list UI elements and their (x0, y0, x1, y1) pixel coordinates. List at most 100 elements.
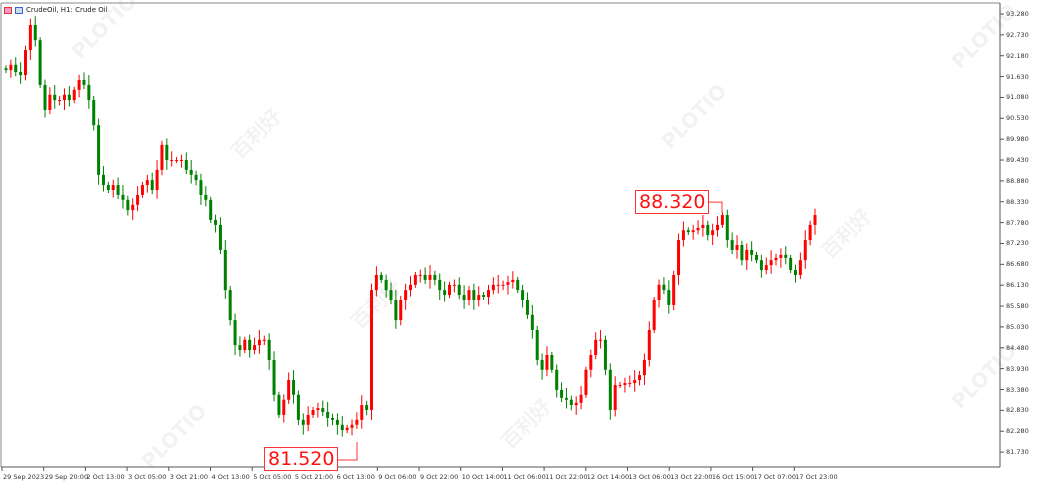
candle (584, 366, 588, 398)
candle (77, 74, 81, 98)
candle (423, 267, 427, 285)
candle-body (389, 290, 393, 300)
candle-body (457, 284, 461, 296)
time-tick-label: 17 Oct 23:00 (795, 473, 838, 481)
candle-body (4, 68, 8, 71)
candle (530, 304, 534, 339)
candle (555, 364, 559, 398)
candle (58, 95, 62, 106)
candle-body (92, 100, 96, 126)
candle-body (716, 224, 720, 231)
candle-body (784, 254, 788, 258)
candle-body (755, 254, 759, 261)
candle-body (28, 24, 32, 51)
watermark-text: PLOTIO (657, 79, 732, 154)
candle-body (370, 290, 374, 410)
candle (755, 251, 759, 264)
low-annotation-leader (332, 442, 358, 461)
candle (165, 138, 169, 170)
time-tick-label: 29 Sep 20:00 (44, 473, 89, 481)
candle (599, 329, 603, 349)
candle (199, 173, 203, 205)
candle-body (43, 84, 47, 110)
candle-body (642, 359, 646, 376)
indicator-icon[interactable] (4, 6, 12, 14)
candle-body (594, 339, 598, 355)
candle-body (316, 408, 320, 410)
candle-body (87, 84, 91, 101)
chart-settings-icon[interactable] (15, 6, 23, 14)
candle-body (613, 384, 617, 410)
candle-body (97, 125, 101, 175)
candle-body (701, 224, 705, 228)
candle-body (282, 399, 286, 415)
candle-body (296, 394, 300, 420)
candle-body (218, 224, 222, 250)
candle (311, 406, 315, 418)
candle (525, 292, 529, 319)
candle-body (711, 230, 715, 236)
candle-body (326, 411, 330, 418)
candle (779, 248, 783, 268)
candle (662, 277, 666, 295)
candle-body (360, 405, 364, 420)
candle-body (233, 320, 237, 346)
candle-body (447, 284, 451, 296)
time-tick-label: 29 Sep 2023 (3, 473, 45, 481)
candle (379, 271, 383, 283)
candle (140, 182, 144, 198)
candle (642, 353, 646, 385)
candle (477, 286, 481, 307)
candle-body (243, 339, 247, 351)
candle-body (681, 230, 685, 241)
candle-body (511, 279, 515, 283)
candle (345, 424, 349, 434)
candle-body (335, 419, 339, 425)
candle (618, 381, 622, 388)
candle (589, 349, 593, 378)
candle (374, 266, 378, 297)
candle (292, 370, 296, 404)
candle-body (798, 260, 802, 275)
candle-body (262, 339, 266, 341)
candle-body (23, 50, 27, 76)
candle-body (525, 299, 529, 315)
candle (672, 270, 676, 311)
watermark-text: 百利好 (497, 394, 556, 453)
candle (560, 382, 564, 403)
candle (472, 283, 476, 310)
candle-body (53, 94, 57, 101)
time-tick-label: 6 Oct 13:00 (336, 473, 375, 481)
candle (331, 413, 335, 426)
price-tick-label: 81.730 (1006, 448, 1029, 457)
candle (145, 174, 149, 193)
candle-body (345, 427, 349, 431)
candle-body (101, 174, 105, 186)
candle (433, 270, 437, 286)
candle (447, 281, 451, 299)
candle-body (277, 394, 281, 415)
candle (248, 334, 252, 358)
candle-body (686, 230, 690, 233)
time-tick-label: 11 Oct 22:00 (545, 473, 588, 481)
candle-body (623, 383, 627, 385)
price-tick-label: 88.330 (1006, 197, 1029, 206)
candle (131, 198, 135, 220)
price-tick-label: 91.080 (1006, 93, 1029, 102)
candle (136, 186, 140, 212)
candle-body (374, 274, 378, 291)
candle (287, 372, 291, 404)
candle-body (750, 249, 754, 255)
candle-body (238, 345, 242, 351)
candle (92, 95, 96, 131)
candle (170, 151, 174, 167)
candle-body (813, 215, 817, 225)
candle (233, 313, 237, 355)
candle-body (564, 397, 568, 400)
candle-body (638, 375, 642, 381)
candle (67, 86, 71, 107)
candle (321, 400, 325, 417)
candle (19, 62, 23, 84)
candle-body (418, 274, 422, 276)
